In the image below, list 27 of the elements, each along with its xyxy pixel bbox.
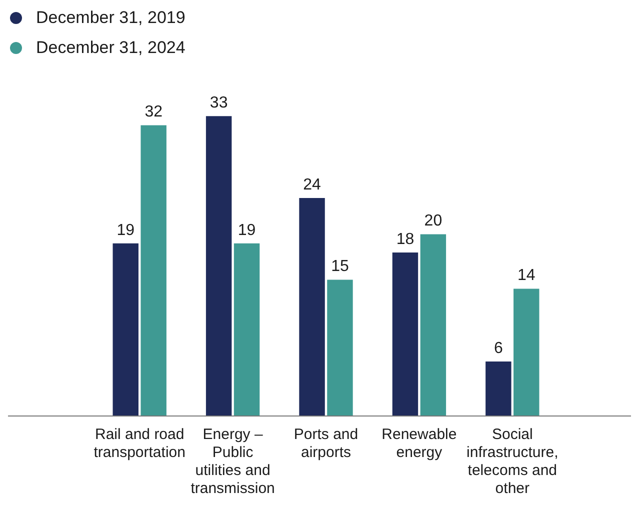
data-label: 32 [144, 104, 163, 121]
bar [234, 243, 260, 416]
x-tick-label: Ports and airports [294, 426, 358, 462]
bar [486, 361, 512, 416]
bar [392, 252, 418, 416]
data-label: 19 [238, 222, 256, 239]
data-label: 33 [210, 94, 228, 112]
bar [514, 288, 540, 416]
data-label: 19 [116, 222, 135, 239]
bar [327, 280, 353, 416]
data-label: 24 [303, 176, 322, 194]
legend-label: December 31, 2024 [36, 38, 186, 58]
x-tick-label: Social infrastructure, telecoms and other [466, 426, 558, 498]
bar [206, 116, 232, 416]
data-label: 18 [396, 230, 414, 248]
data-label: 14 [517, 267, 536, 284]
legend-label: December 31, 2019 [36, 8, 186, 28]
data-label: 15 [331, 258, 349, 276]
data-label: 20 [424, 212, 442, 230]
bar [420, 234, 446, 416]
bar [112, 243, 138, 416]
bar [299, 198, 325, 416]
data-label: 6 [494, 340, 503, 357]
bar [140, 125, 166, 416]
x-tick-label: Renewable energy [382, 426, 457, 462]
x-tick-label: Energy – Public utilities and transmission [190, 426, 275, 498]
x-tick-label: Rail and road transportation [94, 426, 186, 462]
